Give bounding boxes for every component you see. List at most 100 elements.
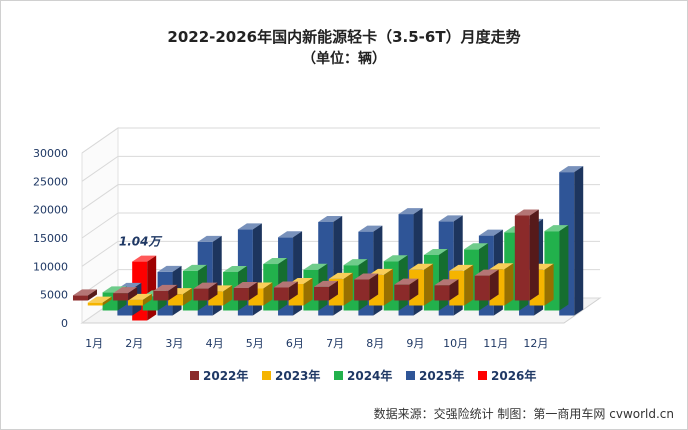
y-tick-label: 20000 (33, 204, 68, 217)
bar-top (383, 255, 408, 262)
bar-side (223, 285, 233, 306)
bar-side (369, 273, 379, 301)
bar-top (113, 287, 138, 294)
bar-top (343, 259, 368, 266)
chart-annotations: 1.04万 (119, 235, 163, 249)
bar-top (423, 248, 448, 255)
source-note: 数据来源：交强险统计 制图：第一商用车网 cvworld.cn (373, 407, 674, 421)
bar-2022年-1月 (72, 289, 97, 301)
bar-top (398, 208, 423, 215)
x-axis: 1月 2月 3月 4月 5月 6月 7月 8月 9月 10月 11月 12月 (85, 337, 548, 350)
bar-side (574, 166, 584, 316)
bar-2022年-8月 (354, 273, 379, 301)
x-tick-label: 2月 (125, 337, 143, 350)
chart-bars (72, 166, 584, 321)
bar-front (434, 285, 450, 301)
bar-2022年-4月 (193, 282, 218, 301)
bar-side (183, 288, 193, 306)
bar-front (153, 290, 169, 301)
bar-top (72, 289, 97, 296)
bar-side (343, 272, 353, 306)
x-tick-label: 4月 (206, 337, 224, 350)
bar-front (354, 279, 370, 301)
y-tick-label: 10000 (33, 260, 68, 273)
legend-label: 2022年 (203, 368, 248, 383)
bar-front (127, 299, 143, 306)
y-tick-label: 30000 (33, 147, 68, 160)
chart-title: 2022-2026年国内新能源轻卡（3.5-6T）月度走势 (167, 28, 521, 46)
bar-side (288, 281, 298, 301)
bar-side (449, 279, 459, 301)
bar-2022年-12月 (514, 209, 539, 301)
bar-top (303, 263, 328, 270)
bar-front (72, 295, 88, 301)
x-tick-label: 10月 (443, 337, 468, 350)
bar-side (504, 263, 514, 306)
bar-top (478, 229, 503, 236)
bar-top (102, 286, 127, 293)
gridline (81, 212, 600, 239)
x-tick-label: 3月 (165, 337, 183, 350)
bar-top (434, 279, 459, 286)
bar-side (328, 280, 338, 301)
bar-top (197, 235, 222, 242)
bar-top (273, 281, 298, 288)
bar-side (128, 287, 138, 301)
x-tick-label: 8月 (366, 337, 384, 350)
legend-label: 2023年 (275, 368, 320, 383)
bar-2022年-9月 (394, 278, 419, 301)
bar-top (544, 225, 569, 232)
bar-top (449, 264, 474, 271)
bar-2023年-2月 (127, 293, 152, 306)
bar-front (113, 293, 129, 301)
bar-2022年-7月 (313, 280, 338, 301)
bar-front (394, 284, 410, 301)
bar-2022年-11月 (474, 269, 499, 301)
bar-front (514, 215, 530, 301)
y-axis: 0 5000 10000 15000 20000 25000 30000 (33, 147, 68, 330)
bar-top (328, 272, 353, 279)
x-tick-label: 6月 (286, 337, 304, 350)
bar-side (424, 263, 434, 306)
bar-2022年-6月 (273, 281, 298, 301)
bar-side (409, 278, 419, 301)
bar-2022年-10月 (434, 279, 459, 301)
bar-front (193, 288, 209, 301)
bar-front (233, 288, 249, 301)
gridline (81, 127, 600, 154)
legend-label: 2026年 (491, 368, 536, 383)
bar-side (263, 282, 273, 306)
bar-side (303, 277, 313, 306)
x-tick-label: 12月 (523, 337, 548, 350)
bar-top (354, 273, 379, 280)
bar-side (208, 282, 218, 301)
bar-top (127, 293, 152, 300)
bar-top (313, 280, 338, 287)
bar-side (102, 296, 112, 306)
bar-front (474, 275, 490, 301)
bar-side (147, 255, 157, 321)
bar-top (438, 215, 463, 222)
bar-top (318, 216, 343, 222)
gridline (81, 155, 600, 182)
bar-2022年-5月 (233, 282, 258, 301)
gridline (81, 184, 600, 211)
bar-front (273, 287, 289, 301)
bar-top (409, 263, 434, 270)
y-tick-label: 5000 (40, 289, 68, 302)
y-tick-label: 25000 (33, 175, 68, 188)
bar-side (489, 269, 499, 301)
bar-side (559, 225, 569, 311)
bar-top (237, 223, 262, 230)
legend-label: 2025年 (419, 368, 464, 383)
bar-top (464, 243, 489, 250)
x-tick-label: 5月 (246, 337, 264, 350)
bar-side (464, 264, 474, 306)
y-tick-label: 0 (61, 317, 68, 330)
legend-label: 2024年 (347, 368, 392, 383)
bar-top (474, 269, 499, 276)
bar-2022年-3月 (153, 284, 178, 301)
bar-top (132, 255, 157, 262)
legend-swatch (262, 371, 271, 380)
